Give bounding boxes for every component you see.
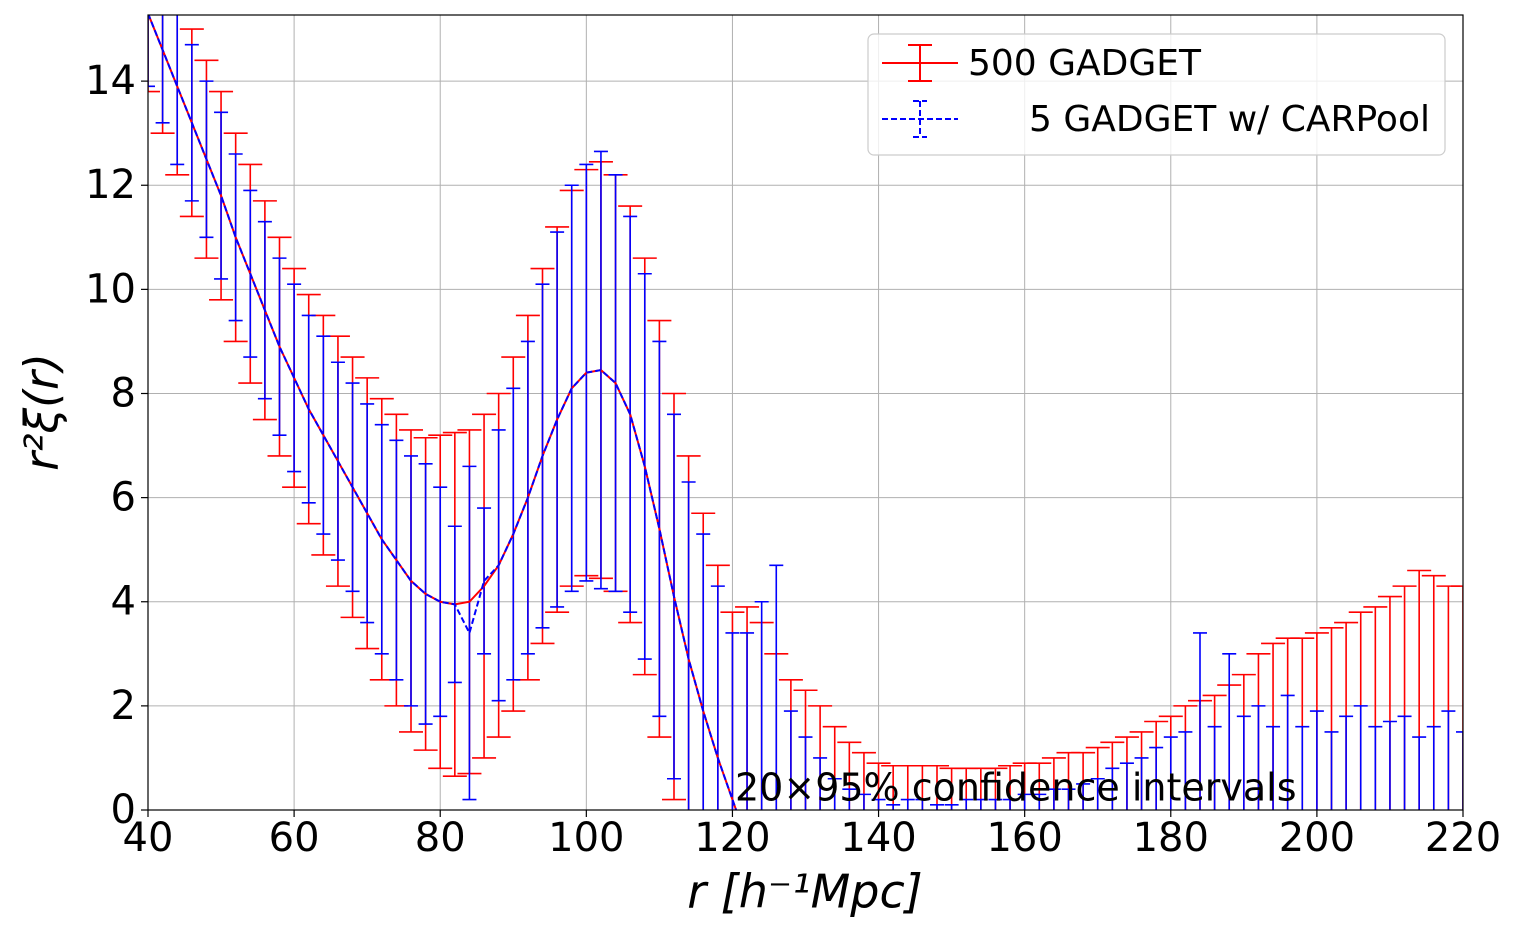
error-bar [1193,632,1207,810]
error-bar [477,507,492,655]
error-bar [1324,731,1339,810]
legend-label: 500 GADGET [968,43,1202,84]
error-bar [1353,705,1368,810]
error-bar [871,798,886,810]
error-bar [769,564,784,810]
error-bar [988,798,1003,810]
error-bar [1076,783,1091,810]
error-bar [1426,725,1441,810]
error-bar [1412,736,1427,810]
error-bar [1397,715,1412,810]
error-bar [1451,585,1463,810]
error-bar [740,632,755,810]
y-tick-label: 14 [85,58,136,104]
error-bar [1304,632,1329,810]
y-tick-label: 4 [111,579,136,625]
error-bar [783,710,798,810]
error-bar [1251,705,1266,810]
error-bar [1295,725,1310,810]
error-bar [1149,746,1164,810]
x-tick-label: 180 [1133,815,1209,861]
error-bar [1441,710,1456,810]
x-tick-label: 80 [415,815,466,861]
error-bar [1178,731,1193,810]
error-bar [856,793,871,810]
error-bar [1363,606,1388,810]
error-bar [1003,798,1018,810]
error-bar [1261,642,1286,810]
y-tick-label: 12 [85,162,136,208]
error-bar [827,777,842,810]
legend-label: 5 GADGET w/ CARPool [1029,99,1430,140]
y-tick-label: 2 [111,683,136,729]
error-bar [925,764,949,810]
error-bar [754,600,769,810]
error-bar [798,736,813,810]
legend-box [867,33,1446,156]
error-bar [1207,725,1222,810]
x-tick-label: 140 [840,815,916,861]
x-tick-label: 60 [269,815,320,861]
error-bar [1017,793,1032,810]
error-bar [1105,767,1120,810]
series-line [148,15,738,810]
x-axis-label: r [h⁻¹Mpc] [687,865,922,919]
error-bar [1046,788,1061,810]
legend-swatch [882,44,958,82]
legend-swatch [882,100,958,138]
error-bar [1368,725,1383,810]
error-bar [1377,595,1402,810]
error-bar [1456,731,1463,810]
x-tick-label: 160 [986,815,1062,861]
error-bar [973,798,988,810]
y-tick-label: 8 [111,370,136,416]
y-tick-label: 0 [111,787,136,833]
error-bar [1280,694,1295,810]
error-bar [1266,725,1281,810]
error-bar [813,757,828,810]
error-bar [1319,626,1344,810]
error-bar [1334,621,1359,810]
error-bar [1309,710,1324,810]
error-bar [1134,757,1149,810]
x-tick-label: 40 [123,815,174,861]
error-bar [959,798,974,810]
error-bar [148,15,155,88]
error-bar [1032,793,1047,810]
error-bar [1236,715,1251,810]
error-bar [930,803,944,810]
legend: 500 GADGET 5 GADGET w/ CARPool [867,33,1446,156]
error-bar [1339,715,1354,810]
error-bar [1061,788,1076,810]
error-bar [462,465,477,801]
error-bar [1163,736,1178,810]
error-bar [1348,611,1373,810]
y-tick-label: 6 [111,475,136,521]
error-bar [886,803,901,810]
error-bar [944,803,959,810]
x-tick-label: 120 [694,815,770,861]
error-bar [1392,585,1417,810]
error-bar [1421,574,1446,810]
error-bar [1119,762,1134,810]
ticks: 40 60 80 100 120 140 160 180 200 220 0 2 4 6 8 10 12 14 [85,58,1501,861]
error-bar [1290,637,1315,810]
y-axis-label: r²ξ(r) [15,353,69,471]
x-tick-label: 100 [548,815,624,861]
error-bar [915,798,930,810]
x-tick-label: 220 [1425,815,1501,861]
error-bar [1222,653,1237,810]
x-tick-label: 200 [1279,815,1355,861]
annotation: 20×95% confidence intervals [735,766,1297,810]
error-bar [842,788,857,810]
error-bar [900,798,915,810]
error-bar [148,15,160,93]
y-tick-label: 10 [85,266,136,312]
marks [148,15,1463,810]
plot-frame [147,14,1464,811]
error-bar [1407,569,1432,810]
error-bar [1382,720,1397,810]
